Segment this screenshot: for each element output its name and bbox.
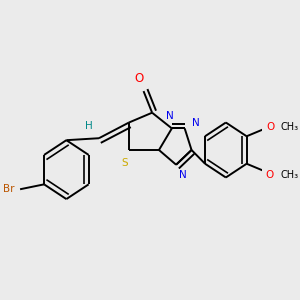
Text: H: H xyxy=(85,122,92,131)
Text: N: N xyxy=(179,169,187,179)
Text: CH₃: CH₃ xyxy=(281,122,299,132)
Text: CH₃: CH₃ xyxy=(280,169,298,179)
Text: N: N xyxy=(192,118,200,128)
Text: N: N xyxy=(166,111,174,121)
Text: Br: Br xyxy=(3,184,15,194)
Text: S: S xyxy=(122,158,128,168)
Text: O: O xyxy=(266,122,275,132)
Text: O: O xyxy=(135,72,144,85)
Text: O: O xyxy=(266,169,274,179)
